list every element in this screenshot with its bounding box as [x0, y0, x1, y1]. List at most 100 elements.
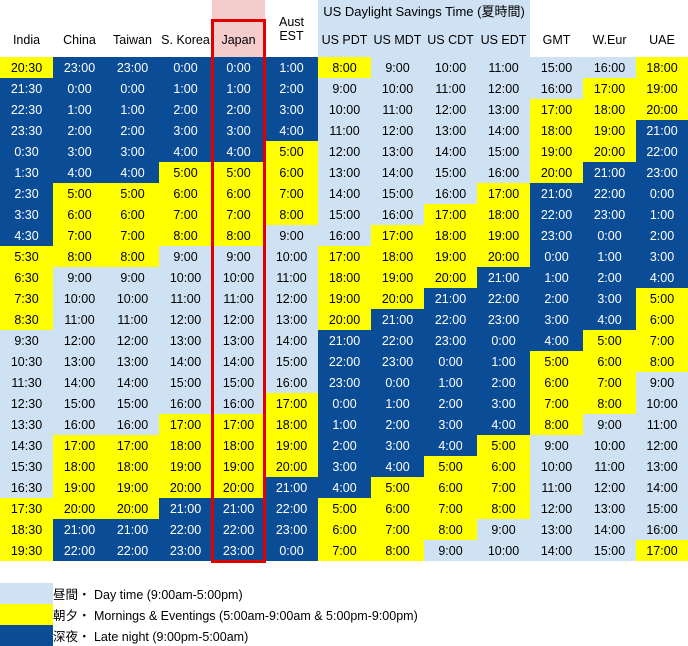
table-cell: 16:00 [477, 162, 530, 183]
table-cell: 15:00 [636, 498, 688, 519]
table-cell: 8:00 [477, 498, 530, 519]
table-cell: 3:00 [159, 120, 212, 141]
table-cell: 16:30 [0, 477, 53, 498]
table-cell: 16:00 [583, 57, 636, 78]
table-cell: 17:30 [0, 498, 53, 519]
table-cell: 11:00 [530, 477, 583, 498]
table-cell: 12:00 [212, 309, 265, 330]
table-cell: 22:00 [530, 204, 583, 225]
timezone-table: US Daylight Savings Time (夏時間) India China… [0, 0, 688, 563]
table-cell: 22:00 [583, 183, 636, 204]
table-cell: 1:00 [265, 57, 318, 78]
table-cell: 20:00 [212, 477, 265, 498]
table-cell: 4:00 [371, 456, 424, 477]
table-cell: 14:00 [53, 372, 106, 393]
table-cell: 7:00 [371, 519, 424, 540]
table-cell: 10:00 [265, 246, 318, 267]
table-cell: 12:00 [477, 78, 530, 99]
table-cell: 23:00 [371, 351, 424, 372]
table-cell: 20:00 [53, 498, 106, 519]
table-cell: 6:00 [583, 351, 636, 372]
table-cell: 17:00 [583, 78, 636, 99]
table-cell: 18:00 [583, 99, 636, 120]
table-cell: 22:00 [212, 519, 265, 540]
table-cell: 14:00 [583, 519, 636, 540]
table-cell: 5:00 [424, 456, 477, 477]
table-cell: 6:00 [636, 309, 688, 330]
table-cell: 6:00 [477, 456, 530, 477]
table-cell: 5:00 [53, 183, 106, 204]
legend-swatch-day [0, 583, 53, 604]
table-cell: 15:00 [53, 393, 106, 414]
table-cell: 6:30 [0, 267, 53, 288]
column-header-gmt: GMT [530, 0, 583, 57]
table-cell: 2:00 [159, 99, 212, 120]
table-cell: 14:00 [424, 141, 477, 162]
table-cell: 14:00 [159, 351, 212, 372]
table-cell: 1:00 [318, 414, 371, 435]
table-cell: 12:00 [636, 435, 688, 456]
table-cell: 1:00 [53, 99, 106, 120]
table-cell: 11:00 [636, 414, 688, 435]
table-cell: 0:30 [0, 141, 53, 162]
table-cell: 6:00 [424, 477, 477, 498]
table-cell: 14:00 [530, 540, 583, 561]
table-cell: 15:00 [106, 393, 159, 414]
table-cell: 16:00 [318, 225, 371, 246]
table-cell: 6:00 [265, 162, 318, 183]
table-cell: 6:00 [159, 183, 212, 204]
column-header-us-cdt: US CDT [424, 23, 477, 57]
column-header-aust-est: Aust EST [265, 0, 318, 57]
table-cell: 1:30 [0, 162, 53, 183]
table-cell: 2:00 [106, 120, 159, 141]
table-cell: 18:00 [636, 57, 688, 78]
table-cell: 12:00 [424, 99, 477, 120]
column-header-taiwan: Taiwan [106, 0, 159, 57]
table-cell: 9:00 [477, 519, 530, 540]
table-cell: 5:30 [0, 246, 53, 267]
table-cell: 20:30 [0, 57, 53, 78]
table-cell: 18:30 [0, 519, 53, 540]
table-cell: 21:00 [159, 498, 212, 519]
table-cell: 18:00 [424, 225, 477, 246]
table-cell: 11:30 [0, 372, 53, 393]
table-cell: 8:00 [106, 246, 159, 267]
table-cell: 23:00 [212, 540, 265, 561]
table-cell: 20:00 [106, 498, 159, 519]
table-cell: 6:00 [212, 183, 265, 204]
table-cell: 13:00 [106, 351, 159, 372]
table-cell: 8:00 [265, 204, 318, 225]
table-cell: 10:30 [0, 351, 53, 372]
table-cell: 20:00 [424, 267, 477, 288]
table-cell: 15:30 [0, 456, 53, 477]
table-cell: 6:00 [318, 519, 371, 540]
table-cell: 3:00 [530, 309, 583, 330]
table-cell: 8:00 [371, 540, 424, 561]
table-cell: 21:00 [530, 183, 583, 204]
table-cell: 0:00 [265, 540, 318, 561]
table-cell: 1:00 [477, 351, 530, 372]
table-cell: 16:00 [159, 393, 212, 414]
table-cell: 22:00 [106, 540, 159, 561]
table-cell: 7:00 [106, 225, 159, 246]
table-cell: 3:00 [477, 393, 530, 414]
table-cell: 19:00 [106, 477, 159, 498]
column-header-text: S. Korea [161, 33, 210, 47]
table-cell: 2:00 [424, 393, 477, 414]
table-cell: 13:00 [318, 162, 371, 183]
table-cell: 5:00 [106, 183, 159, 204]
table-cell: 9:00 [530, 435, 583, 456]
table-cell: 19:00 [212, 456, 265, 477]
table-cell: 4:00 [477, 414, 530, 435]
table-cell: 4:00 [212, 141, 265, 162]
table-cell: 0:00 [477, 330, 530, 351]
table-cell: 3:00 [212, 120, 265, 141]
table-cell: 21:00 [477, 267, 530, 288]
table-cell: 14:00 [106, 372, 159, 393]
table-cell: 13:00 [53, 351, 106, 372]
table-cell: 13:00 [636, 456, 688, 477]
column-header-text: Taiwan [113, 33, 152, 47]
table-cell: 22:00 [371, 330, 424, 351]
table-cell: 17:00 [318, 246, 371, 267]
table-cell: 10:00 [53, 288, 106, 309]
